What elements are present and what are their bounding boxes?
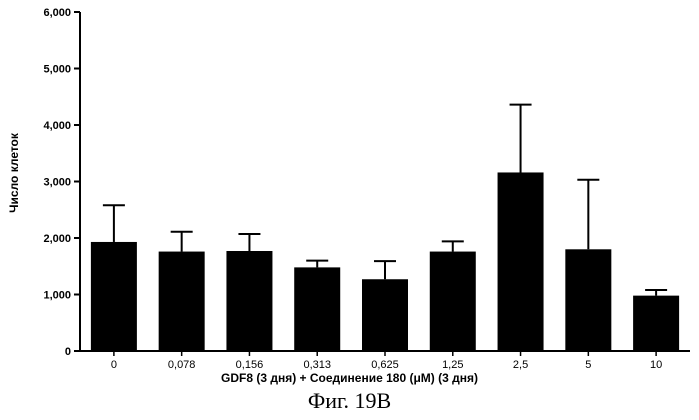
y-tick-label: 4,000 xyxy=(43,120,71,132)
y-tick-label: 3,000 xyxy=(43,177,71,189)
y-tick-label: 5,000 xyxy=(43,64,71,76)
x-tick-label: 0,625 xyxy=(371,359,399,371)
bar xyxy=(226,251,272,351)
x-tick-label: 1,25 xyxy=(442,359,463,371)
x-tick-label: 0,078 xyxy=(168,359,196,371)
y-tick-label: 6,000 xyxy=(43,7,71,19)
bar xyxy=(294,267,340,351)
y-tick-label: 1,000 xyxy=(43,290,71,302)
x-tick-label: 0,313 xyxy=(303,359,331,371)
bar xyxy=(362,279,408,351)
y-axis: 0 1,000 2,000 3,000 4,000 5,000 6,000 xyxy=(43,7,80,358)
x-tick-label: 5 xyxy=(585,359,591,371)
bar xyxy=(498,172,544,351)
bar xyxy=(430,252,476,351)
x-tick-label: 0,156 xyxy=(236,359,264,371)
x-tick-label: 0 xyxy=(111,359,117,371)
y-axis-label: Число клеток xyxy=(7,113,21,233)
figure-caption: Фиг. 19B xyxy=(0,388,699,414)
x-axis: 0 0,078 0,156 0,313 0,625 1,25 2,5 5 10 xyxy=(79,351,690,371)
x-tick-label: 10 xyxy=(650,359,662,371)
bar xyxy=(159,252,205,351)
bar xyxy=(633,296,679,351)
x-axis-label: GDF8 (3 дня) + Соединение 180 (μM) (3 дн… xyxy=(0,371,699,385)
bar xyxy=(91,242,137,351)
y-tick-label: 0 xyxy=(65,346,71,358)
x-tick-label: 2,5 xyxy=(513,359,528,371)
y-tick-label: 2,000 xyxy=(43,233,71,245)
bar xyxy=(565,249,611,351)
